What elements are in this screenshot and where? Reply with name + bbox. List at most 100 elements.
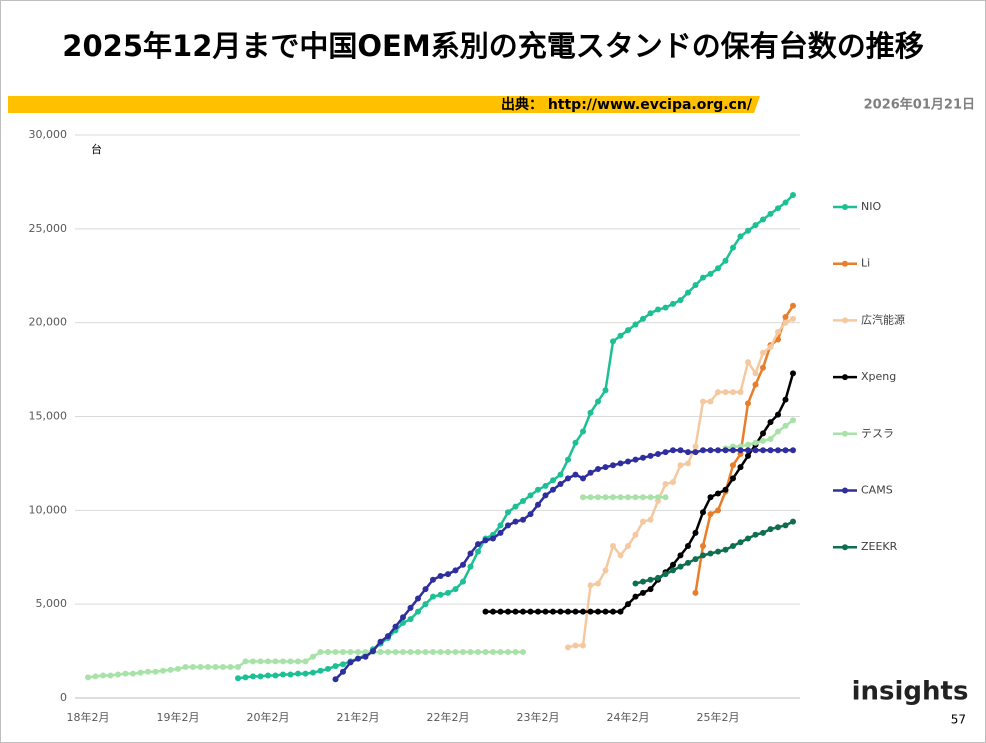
data-point xyxy=(617,494,624,501)
data-point xyxy=(265,658,271,665)
legend-marker xyxy=(842,544,848,551)
data-point xyxy=(707,550,714,557)
data-point xyxy=(632,580,639,587)
data-point xyxy=(122,670,129,677)
data-point xyxy=(535,501,541,508)
data-point xyxy=(662,494,669,501)
data-point xyxy=(722,257,729,264)
legend-label: 広汽能源 xyxy=(861,312,905,326)
data-point xyxy=(467,563,474,570)
data-point xyxy=(625,327,631,334)
data-point xyxy=(685,559,691,566)
data-point xyxy=(692,556,699,563)
data-point xyxy=(325,665,331,672)
data-point xyxy=(587,409,594,416)
y-tick-label: 0 xyxy=(60,691,67,704)
data-point xyxy=(617,460,624,467)
data-point xyxy=(677,563,684,570)
data-point xyxy=(452,567,459,574)
data-point xyxy=(257,658,264,665)
data-point xyxy=(100,672,106,679)
data-point xyxy=(295,670,301,677)
data-point xyxy=(272,658,279,665)
data-point xyxy=(760,447,766,454)
data-point xyxy=(430,576,436,583)
data-point xyxy=(430,593,436,600)
data-point xyxy=(677,297,684,304)
data-point xyxy=(595,608,601,615)
data-point xyxy=(655,306,661,313)
data-point xyxy=(617,608,624,615)
data-point xyxy=(715,548,721,555)
date: 2026年01月21日 xyxy=(864,97,975,113)
data-point xyxy=(565,456,571,463)
data-point xyxy=(782,422,789,429)
data-point xyxy=(670,447,676,454)
data-point xyxy=(452,649,459,656)
data-point xyxy=(640,518,646,525)
data-point xyxy=(692,282,699,289)
x-tick-label: 19年2月 xyxy=(157,710,200,724)
data-point xyxy=(227,664,234,671)
data-point xyxy=(752,370,759,377)
data-point xyxy=(212,664,219,671)
data-point xyxy=(632,531,639,538)
data-point xyxy=(662,449,669,456)
data-point xyxy=(745,227,751,234)
data-point xyxy=(437,573,444,580)
data-point xyxy=(662,304,669,311)
data-point xyxy=(347,649,354,656)
data-point xyxy=(700,509,706,516)
data-point xyxy=(475,649,481,656)
data-point xyxy=(610,608,616,615)
data-point xyxy=(437,649,444,656)
data-point xyxy=(512,608,519,615)
data-point xyxy=(692,443,699,450)
data-point xyxy=(445,589,451,596)
data-point xyxy=(557,471,564,478)
data-point xyxy=(782,319,789,326)
data-point xyxy=(520,516,526,523)
data-point xyxy=(737,233,744,240)
data-point xyxy=(340,661,346,668)
data-point xyxy=(445,649,451,656)
legend-marker xyxy=(842,260,848,267)
data-point xyxy=(505,509,511,516)
data-point xyxy=(647,310,654,317)
data-point xyxy=(505,649,511,656)
data-point xyxy=(707,494,714,501)
data-point xyxy=(197,664,204,671)
data-point xyxy=(737,389,744,396)
data-point xyxy=(542,492,549,499)
data-point xyxy=(640,494,646,501)
data-point xyxy=(752,222,759,229)
data-point xyxy=(647,452,654,459)
data-point xyxy=(745,400,751,407)
data-point xyxy=(610,338,616,345)
data-point xyxy=(730,389,736,396)
data-point xyxy=(250,673,256,680)
data-point xyxy=(107,672,114,679)
data-point xyxy=(527,511,534,518)
data-point xyxy=(730,447,736,454)
data-point xyxy=(325,649,331,656)
data-point xyxy=(422,586,429,593)
data-point xyxy=(460,649,466,656)
data-point xyxy=(257,673,264,680)
grid: 0 5,000 10,000 15,000 20,000 25,000 30,000 18年2… xyxy=(29,128,800,724)
data-point xyxy=(370,648,376,655)
data-point xyxy=(85,674,91,681)
data-point xyxy=(220,664,226,671)
data-point xyxy=(670,479,676,486)
data-point xyxy=(347,659,354,666)
data-point xyxy=(790,302,796,309)
data-point xyxy=(265,672,271,679)
data-point xyxy=(662,571,669,578)
x-tick-label: 25年2月 xyxy=(697,710,740,724)
data-point xyxy=(377,638,384,645)
y-tick-label: 15,000 xyxy=(29,410,68,423)
data-point xyxy=(692,589,699,596)
data-point xyxy=(670,561,676,568)
data-point xyxy=(535,608,541,615)
